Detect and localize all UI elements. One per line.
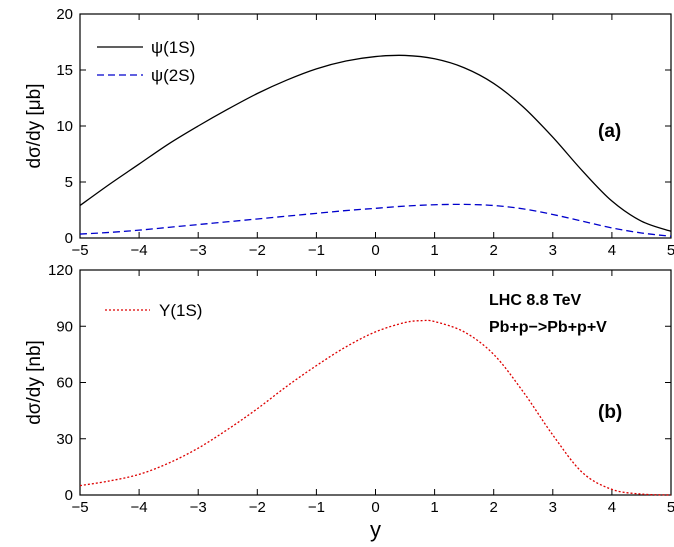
x-tick-label: 5 <box>667 499 674 516</box>
annotation-text: LHC 8.8 TeV <box>489 292 582 309</box>
y-tick-label: 15 <box>56 62 73 79</box>
x-tick-label: −1 <box>308 242 325 259</box>
x-tick-label: 5 <box>667 242 674 259</box>
legend-label: ψ(1S) <box>151 38 195 57</box>
x-tick-label: −5 <box>71 499 88 516</box>
x-tick-label: −4 <box>131 242 148 259</box>
x-tick-label: −1 <box>308 499 325 516</box>
legend-label: Υ(1S) <box>159 301 202 320</box>
series-line-1 <box>79 54 672 232</box>
x-tick-label: −2 <box>249 242 266 259</box>
y-tick-label: 60 <box>56 375 73 392</box>
series-line-1 <box>79 319 672 496</box>
x-tick-label: 4 <box>608 499 616 516</box>
y-tick-label: 120 <box>48 262 73 279</box>
panel-label: (a) <box>598 121 621 142</box>
panel-b: −5 −4 −3 −2 −1 0 1 2 3 4 5 0 30 60 90 120 dσ/dy [nb] y Υ(1… <box>24 262 674 542</box>
y-tick-label: 30 <box>56 431 73 448</box>
x-tick-label: 1 <box>430 242 438 259</box>
x-tick-label: 2 <box>490 499 498 516</box>
annotation-text: Pb+p−>Pb+p+V <box>489 319 607 336</box>
y-tick-label: 90 <box>56 318 73 335</box>
x-tick-label: −4 <box>131 499 148 516</box>
y-axis-label: dσ/dy [μb] <box>24 84 45 169</box>
x-tick-label: 2 <box>490 242 498 259</box>
x-tick-label: 1 <box>430 499 438 516</box>
y-tick-label: 10 <box>56 118 73 135</box>
series-line-2 <box>79 203 672 237</box>
x-tick-label: 0 <box>371 499 379 516</box>
x-tick-label: 3 <box>549 242 557 259</box>
x-axis-label: y <box>370 517 381 542</box>
y-tick-label: 0 <box>65 230 73 247</box>
x-tick-label: −3 <box>190 499 207 516</box>
y-tick-label: 20 <box>56 6 73 23</box>
panel-a: −5 −4 −3 −2 −1 0 1 2 3 4 5 0 5 10 15 20 dσ/dy [μb] ψ(1S) ψ… <box>24 6 674 259</box>
x-tick-label: −5 <box>71 242 88 259</box>
panel-label: (b) <box>598 402 622 423</box>
x-tick-label: −2 <box>249 499 266 516</box>
x-tick-label: 4 <box>608 242 616 259</box>
y-axis-label: dσ/dy [nb] <box>24 340 45 425</box>
y-tick-label: 0 <box>65 487 73 504</box>
y-tick-label: 5 <box>65 174 73 191</box>
x-tick-label: 0 <box>371 242 379 259</box>
x-tick-label: −3 <box>190 242 207 259</box>
legend-label: ψ(2S) <box>151 66 195 85</box>
x-tick-label: 3 <box>549 499 557 516</box>
